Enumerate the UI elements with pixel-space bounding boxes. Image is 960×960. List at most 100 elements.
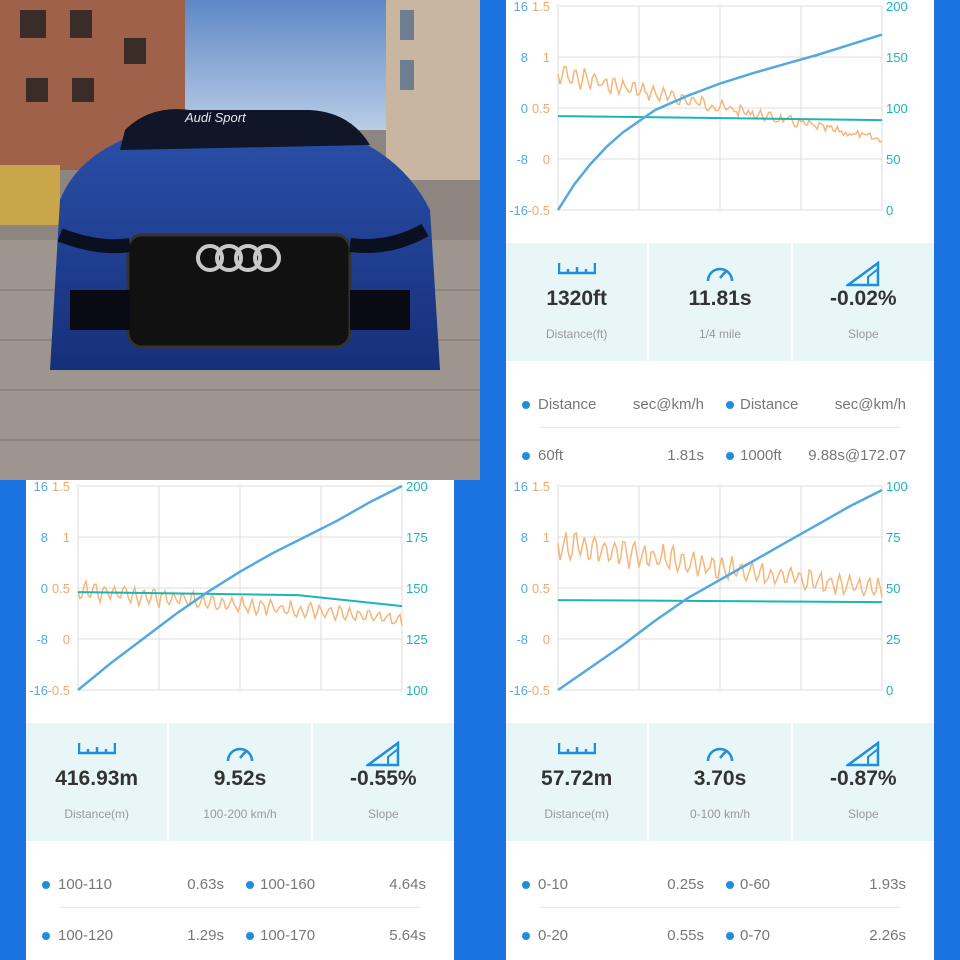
time-label: 100-200 km/h [203,807,277,821]
tick-label: 8 [41,530,48,545]
tick-label: -0.5 [528,683,550,698]
tick-label: 200 [406,480,428,494]
slope-stat: -0.55% Slope [313,723,454,841]
distance-value: 57.72m [541,767,613,790]
stats-bar: 57.72m Distance(m) 3.70s 0-100 km/h -0.8… [506,723,934,841]
list-header: Distance sec@km/h Distance sec@km/h [506,390,934,420]
slope-icon [846,261,880,287]
ruler-icon [557,743,596,755]
tick-label: 0 [521,101,528,116]
distance-stat: 57.72m Distance(m) [506,723,650,841]
ruler-icon [557,263,596,275]
teal-series-line [557,115,883,122]
quarter-mile-panel: 16 8 0 -8 -16 1.5 1 0.5 0 -0.5 200 150 100 50 0 1320ft… [506,0,934,480]
time-label: 1/4 mile [698,327,741,341]
tick-label: -16 [509,683,528,698]
tick-label: 1.5 [52,480,70,494]
split-label: 0-70 [740,927,771,944]
tick-label: 0.5 [52,581,70,596]
tick-label: 100 [406,683,428,698]
tick-label: 0.5 [532,101,550,116]
tick-label: -0.5 [48,683,70,698]
list-item: 60ft 1.81s 1000ft 9.88s@172.07 [506,441,934,471]
speed-0-100-chart: 16 8 0 -8 -16 1.5 1 0.5 0 -0.5 100 75 50 25 0 [509,480,908,698]
tick-label: 0 [543,632,550,647]
list-item: 0-20 0.55s 0-70 2.26s [506,921,934,951]
list-item: 0-10 0.25s 0-60 1.93s [506,870,934,900]
teal-series-line [557,599,883,604]
ruler-icon [77,743,116,755]
tick-label: 125 [406,632,428,647]
tick-label: 1 [63,530,70,545]
distance-stat: 416.93m Distance(m) [26,723,170,841]
orange-series-line [557,65,883,144]
tick-label: 16 [514,480,528,494]
list-item: 100-110 0.63s 100-160 4.64s [26,870,454,900]
split-value: 5.64s [389,927,426,944]
split-value: 0.25s [667,876,704,893]
tick-label: 1.5 [532,480,550,494]
tick-label: 100 [886,480,908,494]
split-value: 1.93s [869,876,906,893]
tick-label: 0 [543,152,550,167]
orange-series-line [77,578,403,627]
divider [60,907,420,908]
tick-label: 1.5 [532,0,550,14]
tick-label: -8 [36,632,48,647]
tick-label: 150 [886,50,908,65]
speedometer-icon [706,267,734,282]
split-label: 0-20 [538,927,569,944]
distance-value: 1320ft [546,287,608,310]
split-value: 2.26s [869,927,906,944]
tick-label: 0 [63,632,70,647]
speedometer-icon [226,747,254,762]
time-stat: 3.70s 0-100 km/h [649,723,793,841]
tick-label: -16 [509,203,528,218]
tick-label: 16 [34,480,48,494]
slope-value: -0.55% [350,767,417,790]
list-item: 100-120 1.29s 100-170 5.64s [26,921,454,951]
split-label: 0-10 [538,876,569,893]
banner-text: Audi Sport [184,110,247,125]
tick-label: 0 [41,581,48,596]
tick-label: 0 [886,203,893,218]
orange-series-line [557,531,883,598]
tick-label: 50 [886,581,900,596]
split-value: 0.55s [667,927,704,944]
distance-label: Distance(m) [64,807,129,821]
slope-value: -0.02% [830,287,897,310]
header-distance: Distance [538,396,597,413]
header-time: sec@km/h [632,396,704,413]
tick-label: 200 [886,0,908,14]
tick-label: 8 [521,530,528,545]
speedometer-icon [706,747,734,762]
teal-series-line [77,591,403,608]
divider [540,427,900,428]
time-stat: 11.81s 1/4 mile [649,243,793,361]
tick-label: -8 [516,152,528,167]
split-label: 0-60 [740,876,771,893]
split-label: 100-120 [58,927,114,944]
slope-icon [846,741,880,767]
time-stat: 9.52s 100-200 km/h [169,723,313,841]
speed-series-line [77,484,403,691]
split-label: 100-160 [260,876,316,893]
split-label: 100-170 [260,927,316,944]
speed-series-line [556,33,883,211]
slope-stat: -0.87% Slope [793,723,934,841]
split-value: 9.88s@172.07 [808,447,906,464]
speed-series-line [557,488,883,692]
distance-label: Distance(ft) [545,327,608,341]
distance-stat: 1320ft Distance(ft) [506,243,650,361]
stats-bar: 1320ft Distance(ft) 11.81s 1/4 mile -0.0… [506,243,934,361]
tick-label: 25 [886,632,900,647]
tick-label: 150 [406,581,428,596]
header-time-2: sec@km/h [834,396,906,413]
tick-label: 1 [543,530,550,545]
tick-label: 0 [886,683,893,698]
tick-label: 1 [543,50,550,65]
distance-value: 416.93m [55,767,139,790]
tick-label: 16 [514,0,528,14]
slope-stat: -0.02% Slope [793,243,934,361]
header-distance-2: Distance [740,396,799,413]
